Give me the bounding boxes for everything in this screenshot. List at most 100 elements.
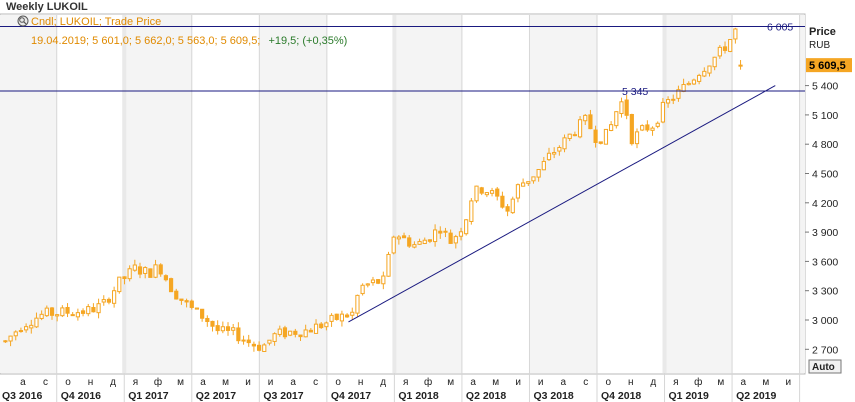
candle-body: [640, 125, 645, 131]
candle-body: [215, 325, 220, 332]
candle-body: [691, 79, 697, 85]
quarter-bands: [0, 15, 805, 402]
candle-body: [598, 141, 603, 144]
price-change: +19,5; (+0,35%): [268, 35, 347, 47]
candlestick-series: [3, 27, 743, 353]
candle-body: [697, 74, 702, 82]
year-marker: [122, 15, 127, 373]
candle-body: [75, 312, 80, 318]
y-tick-label: 3 900: [812, 227, 838, 239]
candle-body: [303, 329, 308, 338]
candle-body: [396, 236, 401, 240]
quarter-band: [529, 15, 597, 373]
month-label: а: [741, 377, 747, 388]
candle-body: [645, 124, 650, 131]
quarter-band: [664, 15, 733, 373]
candle-body: [717, 46, 722, 57]
candle-body: [438, 230, 443, 234]
candle-body: [313, 323, 319, 334]
candle-body: [686, 82, 691, 86]
last-price-marker: 5 609,5: [806, 58, 852, 73]
candle-body: [210, 320, 215, 327]
quarter-label: Q3 2018: [533, 390, 573, 402]
time-axis[interactable]: а с о н д я ф м а м и и а с о н д я ф м а м и и а с о н д я ф м а м и Q3 2…: [2, 376, 791, 402]
candle-body: [179, 298, 184, 301]
candle-body: [583, 114, 588, 122]
candle-body: [381, 275, 386, 285]
candle-body: [60, 307, 65, 317]
candle-body: [117, 276, 122, 293]
candle-body: [593, 129, 598, 143]
candle-body: [433, 229, 438, 243]
candle-body: [474, 185, 479, 202]
support-trendline: [348, 85, 776, 323]
month-label: н: [88, 377, 94, 388]
zoom-icon[interactable]: [17, 15, 29, 27]
candle-body: [443, 230, 448, 233]
candle-body: [194, 307, 200, 310]
candle-body: [531, 176, 536, 182]
month-label: и: [515, 377, 521, 388]
candle-body: [448, 232, 453, 244]
quarter-labels: Q3 2016 Q4 2016 Q1 2017 Q2 2017 Q3 2017 Q4 20…: [2, 390, 777, 402]
candle-body: [220, 326, 225, 332]
month-label: с: [583, 377, 588, 388]
candle-body: [70, 314, 75, 317]
candle-body: [484, 192, 489, 196]
y-tick-label: 4 200: [812, 198, 838, 210]
month-label: о: [65, 377, 71, 388]
candle-body: [324, 322, 329, 328]
candle-body: [660, 101, 665, 123]
auto-scale-button[interactable]: Auto: [808, 359, 842, 374]
y-tick-label: 3 000: [812, 315, 838, 327]
candle-body: [489, 190, 495, 194]
candle-body: [603, 128, 609, 145]
candle-body: [132, 264, 137, 271]
month-label: ф: [694, 376, 702, 388]
candle-body: [671, 98, 676, 101]
month-label: а: [470, 377, 476, 388]
quarter-label: Q2 2018: [466, 390, 506, 402]
candle-body: [163, 275, 168, 281]
candle-body: [655, 122, 660, 127]
y-tick-label: 5 400: [812, 81, 838, 93]
candle-body: [288, 330, 293, 336]
quarter-label: Q1 2018: [398, 390, 438, 402]
quarter-label: Q2 2017: [196, 390, 236, 402]
last-price-label: 5 609,5: [809, 60, 846, 72]
month-label: и: [786, 377, 792, 388]
candle-body: [344, 314, 350, 318]
candle-body: [319, 323, 324, 329]
candle-body: [562, 137, 567, 150]
candle-body: [557, 146, 562, 152]
candle-body: [231, 327, 236, 331]
y-tick-label: 4 800: [812, 139, 838, 151]
candle-body: [122, 276, 127, 279]
candle-body: [500, 195, 505, 208]
price-axis[interactable]: Price RUB 2 700 3 000 3 300 3 600 3 900 4 200…: [805, 26, 852, 356]
candle-body: [681, 84, 686, 92]
candle-body: [412, 244, 417, 248]
candle-body: [567, 133, 572, 139]
month-label: м: [222, 377, 229, 388]
candle-body: [153, 264, 158, 278]
month-label: ф: [424, 376, 432, 388]
candle-body: [650, 127, 655, 131]
candle-body: [18, 330, 24, 333]
info-panel: Cndl; LUKOIL; Trade Price 19.04.2019; 5 …: [17, 15, 347, 47]
candle-body: [526, 181, 531, 184]
candle-body: [469, 200, 474, 223]
y-tick-label: 5 100: [812, 110, 838, 122]
candle-body: [355, 294, 360, 314]
candle-body: [453, 236, 458, 244]
candle-body: [24, 326, 29, 331]
candle-body: [546, 152, 552, 161]
quarter-label: Q2 2019: [736, 390, 776, 402]
candle-body: [572, 134, 577, 137]
auto-scale-label: Auto: [812, 362, 835, 373]
candle-body: [370, 279, 376, 284]
month-label: н: [628, 377, 634, 388]
window-title: Weekly LUKOIL: [6, 1, 88, 13]
quarter-band: [394, 15, 462, 373]
